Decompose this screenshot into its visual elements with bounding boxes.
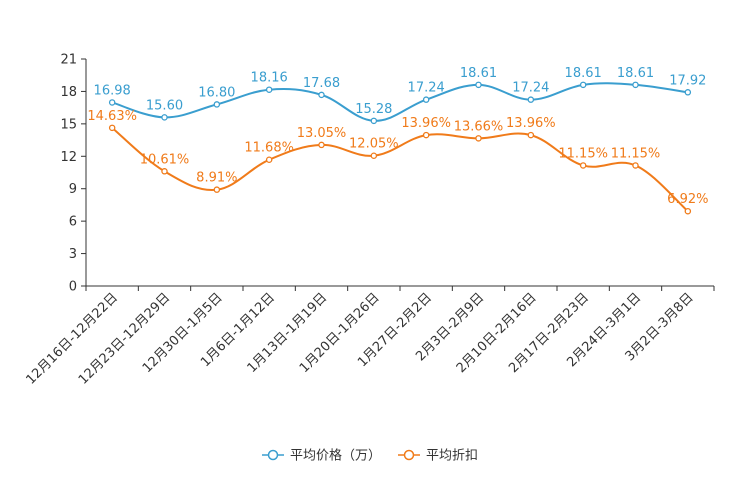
data-label: 13.96% <box>401 116 451 131</box>
data-label: 12.05% <box>349 137 399 152</box>
data-point[interactable] <box>318 141 325 149</box>
data-point[interactable] <box>370 117 378 125</box>
data-label: 15.28 <box>355 102 392 117</box>
data-label: 6.92% <box>667 192 708 207</box>
data-label: 18.61 <box>460 66 497 81</box>
data-label: 14.63% <box>87 109 137 124</box>
series-lines <box>108 81 692 215</box>
data-label: 17.24 <box>408 81 445 96</box>
legend-item-0[interactable]: 平均价格（万） <box>262 448 381 464</box>
y-tick-label: 15 <box>60 117 77 132</box>
data-point[interactable] <box>108 99 116 106</box>
y-tick-label: 9 <box>69 182 77 197</box>
data-label: 16.80 <box>198 85 235 100</box>
data-point[interactable] <box>527 96 535 103</box>
data-label: 18.61 <box>617 66 654 81</box>
data-point[interactable] <box>265 86 273 93</box>
y-tick-label: 3 <box>69 247 77 262</box>
legend-label: 平均折扣 <box>426 449 478 464</box>
y-tick-label: 18 <box>60 85 77 100</box>
data-label: 18.61 <box>565 66 602 81</box>
data-point[interactable] <box>422 96 430 103</box>
data-point[interactable] <box>422 131 430 139</box>
data-label: 17.92 <box>669 73 706 88</box>
data-point[interactable] <box>475 135 482 142</box>
data-point[interactable] <box>370 152 378 159</box>
data-label: 17.24 <box>512 81 549 96</box>
data-label: 18.16 <box>251 71 288 86</box>
series-line-0 <box>111 82 688 122</box>
data-point[interactable] <box>161 114 168 121</box>
data-point[interactable] <box>265 156 273 163</box>
data-point[interactable] <box>632 81 639 89</box>
x-tick-label: 12月16日-12月22日 <box>24 290 121 387</box>
data-label: 13.96% <box>506 116 556 131</box>
data-label: 16.98 <box>94 83 131 98</box>
data-label: 8.91% <box>196 171 237 186</box>
data-label: 10.61% <box>140 152 190 167</box>
data-point[interactable] <box>527 131 535 139</box>
y-tick-label: 21 <box>60 53 77 68</box>
data-point[interactable] <box>318 91 325 99</box>
data-label: 17.68 <box>303 76 340 91</box>
data-point[interactable] <box>213 101 221 108</box>
y-tick-label: 12 <box>60 150 77 165</box>
data-point[interactable] <box>684 207 692 215</box>
data-label: 15.60 <box>146 98 183 113</box>
data-point[interactable] <box>108 124 116 132</box>
data-label: 11.15% <box>558 146 608 161</box>
x-tick-label: 12月23日-12月29日 <box>76 290 173 387</box>
data-labels: 16.98 15.60 16.80 18.16 17.68 15.28 17.24 18.61… <box>87 66 708 207</box>
legend-swatch-marker <box>267 449 279 461</box>
data-point[interactable] <box>161 168 168 175</box>
data-label: 11.15% <box>611 146 661 161</box>
data-point[interactable] <box>579 162 587 169</box>
y-tick-label: 6 <box>69 215 77 230</box>
legend-item-1[interactable]: 平均折扣 <box>398 449 478 464</box>
y-tick-label: 0 <box>69 280 77 295</box>
data-point[interactable] <box>684 89 692 96</box>
series-line-1 <box>111 127 689 212</box>
data-point[interactable] <box>632 162 639 169</box>
data-label: 11.68% <box>244 141 294 156</box>
data-point[interactable] <box>475 81 482 89</box>
data-point[interactable] <box>213 186 221 193</box>
legend-label: 平均价格（万） <box>290 448 381 464</box>
data-label: 13.66% <box>454 119 504 134</box>
legend-swatch-marker <box>403 449 415 461</box>
data-point[interactable] <box>579 81 587 89</box>
data-label: 13.05% <box>297 126 347 141</box>
legend[interactable]: 平均价格（万） 平均折扣 <box>262 448 478 464</box>
